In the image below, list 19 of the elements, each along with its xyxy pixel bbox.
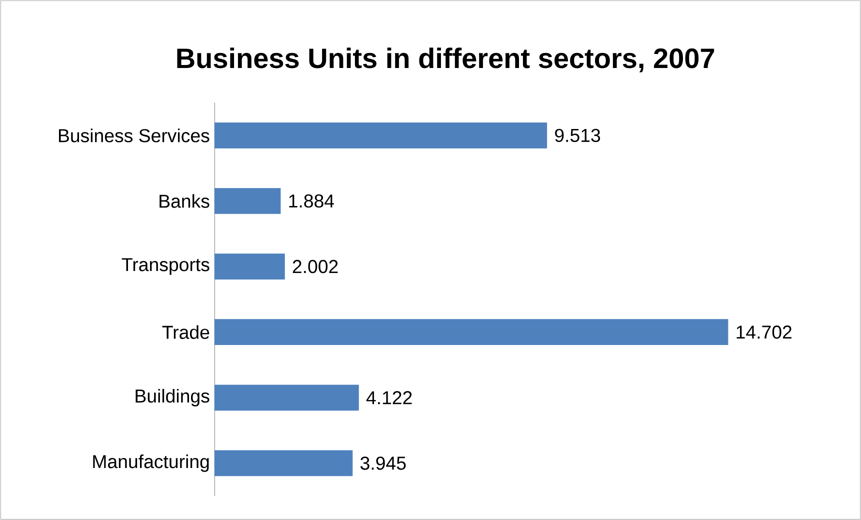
data-label: 9.513 [555, 128, 600, 142]
chart-title: Business Units in different sectors, 2007 [177, 48, 714, 72]
y-tick-label: Manufacturing [93, 454, 209, 472]
bar [214, 188, 281, 214]
y-tick-label: Business Services [58, 128, 210, 142]
y-tick-label: Transports [122, 258, 210, 275]
bar [214, 254, 285, 280]
bar [214, 384, 359, 411]
bar [214, 122, 548, 148]
y-tick-label: Banks [160, 194, 210, 208]
data-label: 4.122 [366, 391, 412, 404]
y-tick-label: Buildings [136, 388, 210, 406]
bar [214, 450, 353, 476]
data-label: 2.002 [292, 260, 338, 274]
data-label: 14.702 [736, 325, 792, 339]
data-label: 3.945 [360, 456, 406, 470]
data-label: 1.884 [289, 194, 334, 208]
bar [214, 319, 728, 346]
y-tick-label: Trade [162, 325, 210, 339]
